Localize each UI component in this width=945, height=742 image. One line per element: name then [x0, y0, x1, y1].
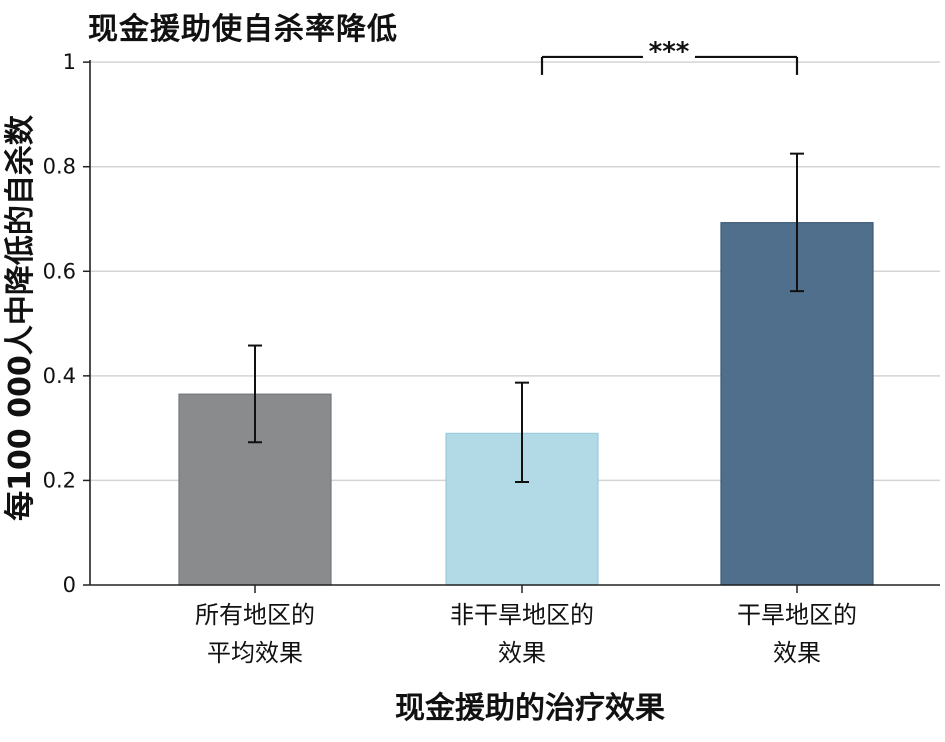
error-bars: [248, 152, 804, 483]
x-axis-title: 现金援助的治疗效果: [395, 691, 665, 726]
y-tick-label: 0.6: [43, 259, 76, 283]
x-tick-label: 效果: [498, 639, 546, 667]
y-tick-label: 0.4: [43, 364, 76, 388]
y-tick-label: 0.2: [43, 468, 76, 492]
y-tick-label: 0.8: [43, 155, 76, 179]
x-tick-label: 平均效果: [207, 639, 303, 667]
x-tick-label: 非干旱地区的: [450, 601, 594, 629]
y-tick-label: 1: [63, 50, 76, 74]
y-tick-label: 0: [63, 573, 76, 597]
x-tick-label: 干旱地区的: [737, 601, 857, 629]
chart-title: 现金援助使自杀率降低: [88, 12, 398, 47]
significance-bracket: ***: [540, 37, 799, 75]
bars: [178, 222, 874, 586]
x-tick-label: 所有地区的: [195, 601, 315, 629]
x-tick-label: 效果: [773, 639, 821, 667]
significance-label: ***: [649, 37, 690, 67]
y-axis-title: 每100 000人中降低的自杀数: [3, 114, 38, 521]
